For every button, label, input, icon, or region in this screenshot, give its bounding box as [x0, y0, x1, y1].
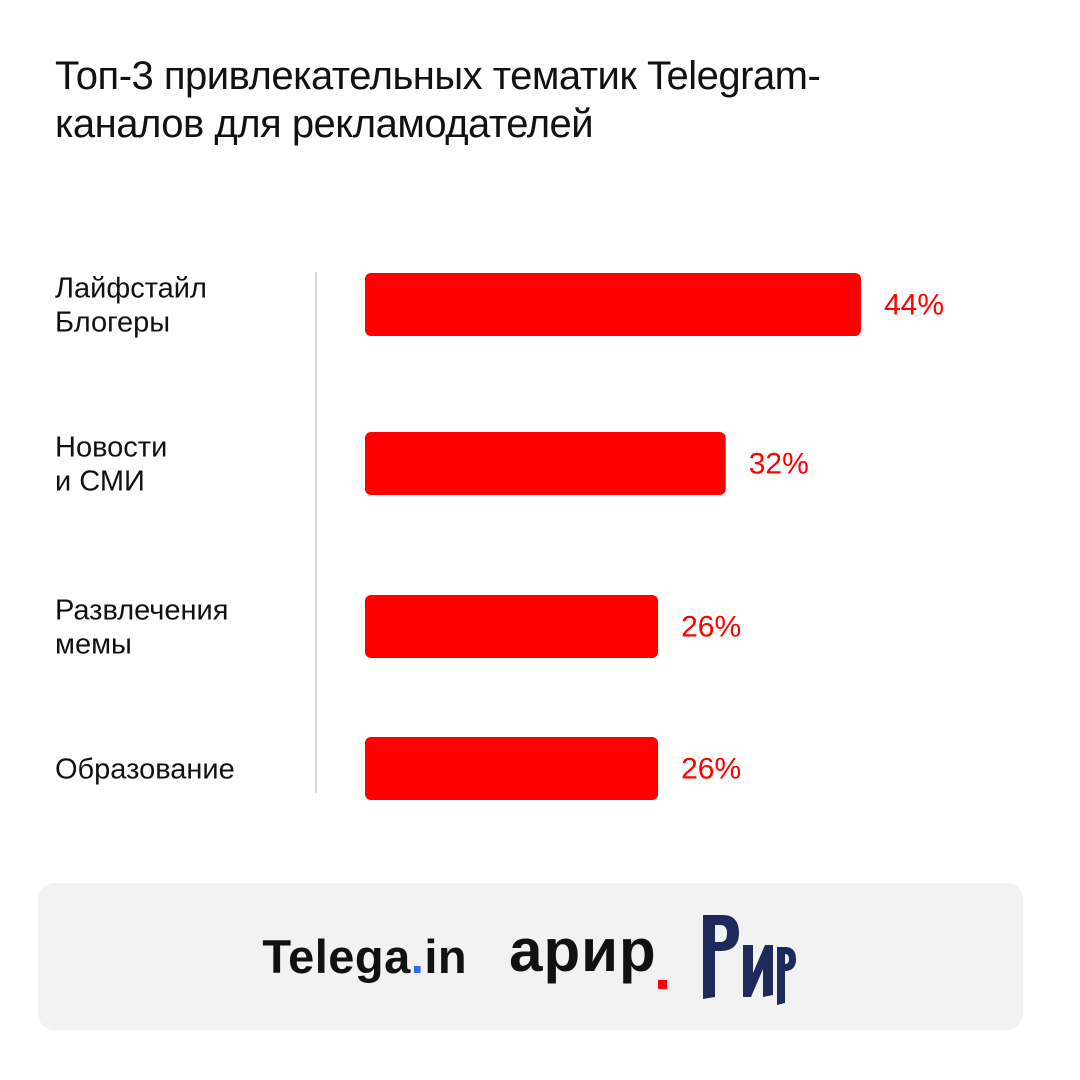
apir-logo: арир	[509, 916, 668, 989]
telega-logo-dot: .	[410, 930, 425, 983]
apir-logo-dot	[658, 980, 668, 989]
category-label-3-line-1: Развлечения	[55, 595, 228, 627]
value-label-4: 26%	[681, 753, 741, 786]
telega-in-logo: Telega.in	[262, 929, 467, 984]
rir-logo-letter-r2	[776, 946, 796, 1005]
category-label-2-line-1: Новости	[55, 432, 167, 464]
category-label-1-line-2: Блогеры	[55, 307, 170, 339]
chart-title-line-2: каналов для рекламодателей	[55, 102, 594, 146]
rir-logo	[702, 914, 796, 1005]
rir-logo-letter-i	[742, 944, 773, 997]
rir-logo-letter-r1	[702, 914, 739, 999]
value-label-1: 44%	[884, 289, 944, 322]
chart-title: Топ-3 привлекательных тематик Telegram- …	[55, 52, 1035, 148]
chart-title-line-1: Топ-3 привлекательных тематик Telegram-	[55, 54, 821, 98]
category-label-2-line-2: и СМИ	[55, 466, 145, 498]
category-label-1-line-1: Лайфстайл	[55, 273, 207, 305]
bar-3	[365, 595, 659, 658]
bar-2	[365, 432, 726, 495]
bar-4	[365, 737, 659, 800]
apir-logo-text: арир	[509, 917, 657, 984]
telega-logo-main: Telega	[262, 930, 411, 983]
category-label-4-line-1: Образование	[55, 754, 235, 786]
value-label-3: 26%	[681, 611, 741, 644]
category-label-3-line-2: мемы	[55, 629, 132, 661]
partner-logos-panel: Telega.in арир	[38, 883, 1023, 1030]
value-label-2: 32%	[749, 448, 809, 481]
telega-logo-tail: in	[424, 930, 468, 983]
bar-1	[365, 273, 861, 336]
